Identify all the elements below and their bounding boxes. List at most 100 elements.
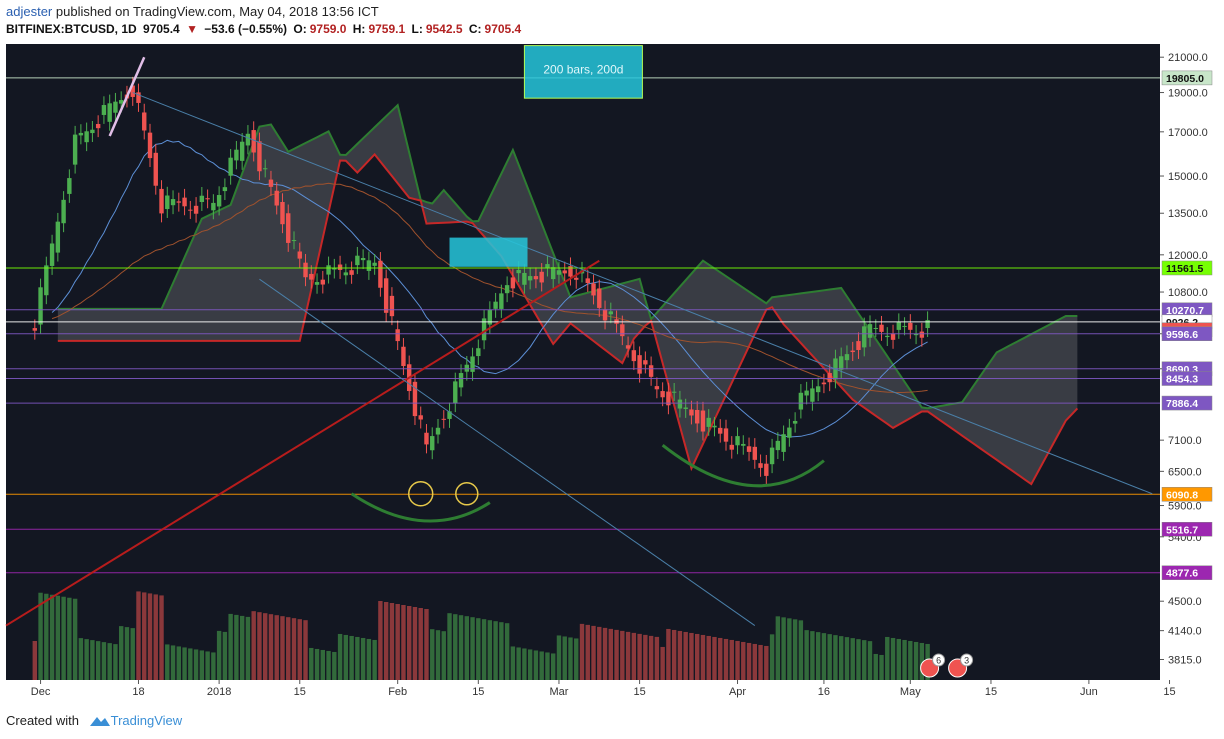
candle-body — [522, 272, 527, 285]
tradingview-link[interactable]: TradingView — [110, 713, 183, 728]
candle-body — [551, 267, 556, 280]
volume-bar — [574, 638, 579, 680]
volume-bar — [815, 632, 821, 680]
candle-body — [412, 381, 418, 417]
cloud-lower-span — [57, 152, 1079, 486]
volume-bar — [487, 620, 493, 680]
candle-body — [481, 318, 487, 341]
ichimoku-cloud — [57, 103, 1079, 486]
volume-bar — [188, 648, 193, 680]
price-label-box — [1161, 371, 1213, 386]
candle-body — [280, 201, 285, 225]
time-tick-label: Dec — [31, 686, 51, 698]
volume-bar — [787, 618, 792, 680]
trend-lines — [5, 56, 1153, 627]
candle-body — [487, 310, 493, 325]
price-label-box — [1161, 487, 1213, 502]
candle-body — [72, 134, 78, 165]
blue-fan-line — [259, 278, 756, 626]
candle-body — [199, 195, 205, 203]
candle-body — [689, 409, 694, 416]
blue-descending-line — [132, 92, 1153, 495]
volume-bar — [890, 637, 896, 680]
volume-bar — [597, 626, 602, 680]
price-tick-label: 4500.0 — [1168, 596, 1202, 608]
volume-bar — [412, 606, 418, 680]
price-label-text: 11561.5 — [1166, 263, 1204, 275]
candle-body — [360, 257, 366, 261]
candle-body — [769, 447, 775, 465]
candle-body — [78, 132, 84, 136]
volume-bar — [654, 636, 660, 680]
price-label-text: 4877.6 — [1166, 568, 1198, 580]
volume-bar — [683, 631, 688, 680]
high-label: H: — [352, 22, 366, 36]
candle-body — [188, 209, 193, 211]
volume-bar — [844, 637, 850, 680]
candle-body — [84, 131, 89, 143]
volume-bar — [867, 641, 873, 680]
candle-body — [516, 269, 521, 274]
price-tick-label: 5900.0 — [1168, 501, 1202, 513]
candle-body — [309, 273, 314, 280]
candle-body — [608, 311, 613, 315]
volume-bar — [297, 619, 302, 680]
time-tick-label: Apr — [729, 686, 746, 698]
candle-body — [453, 381, 458, 404]
candle-body — [32, 328, 37, 331]
candle-body — [504, 285, 510, 294]
volume-bar — [873, 653, 878, 680]
circle-marker — [407, 481, 434, 507]
volume-bar — [389, 602, 395, 680]
price-label-text: 5516.7 — [1166, 524, 1198, 536]
candle-body — [130, 85, 135, 97]
volume-bar — [337, 633, 343, 680]
time-tick-label: Mar — [549, 686, 568, 698]
volume-bar — [263, 613, 268, 680]
candle-body — [470, 356, 475, 372]
volume-bar — [320, 649, 325, 680]
candle-body — [574, 277, 579, 280]
candle-body — [211, 202, 216, 211]
candle-body — [170, 199, 176, 206]
price-chart[interactable]: 200 bars, 200d 21000.0 19000.0 17000.0 15000… — [0, 40, 1224, 705]
volume-bar — [234, 614, 239, 680]
candle-body — [815, 386, 821, 393]
time-tick-label: 15 — [633, 686, 645, 698]
candle-body — [239, 141, 245, 161]
volume-bar — [61, 596, 66, 680]
candle-body — [286, 213, 291, 243]
candle-body — [648, 365, 654, 377]
volume-bar — [424, 608, 429, 680]
price-label-text: 9596.6 — [1166, 329, 1198, 341]
volume-bar — [729, 639, 734, 680]
publish-line: adjester published on TradingView.com, M… — [6, 4, 379, 19]
candle-body — [873, 327, 878, 329]
volume-bar — [142, 592, 147, 680]
candle-body — [545, 264, 550, 268]
time-tick-label: 16 — [818, 686, 830, 698]
volume-bar — [193, 649, 199, 680]
candle-body — [418, 415, 423, 420]
candle-body — [712, 425, 717, 428]
down-arrow-icon: ▼ — [186, 22, 198, 36]
volume-bar — [182, 647, 187, 680]
candle-body — [216, 195, 222, 207]
candle-body — [804, 390, 809, 396]
symbol-line: BITFINEX:BTCUSD, 1D 9705.4 ▼ −53.6 (−0.5… — [6, 22, 524, 36]
volume-bar — [700, 634, 706, 680]
circle-marker — [455, 482, 479, 506]
volume-bar — [251, 611, 256, 680]
candle-body — [458, 373, 464, 388]
close-label: C: — [468, 22, 482, 36]
candles — [32, 76, 930, 485]
volume-bar — [453, 614, 458, 680]
candle-body — [101, 105, 107, 115]
candle-body — [850, 350, 855, 353]
author-link[interactable]: adjester — [6, 4, 53, 19]
red-support-line — [5, 259, 600, 627]
candle-body — [758, 463, 763, 468]
price-axis: 21000.0 19000.0 17000.0 15000.0 13500.0 12000… — [1160, 44, 1224, 680]
candle-body — [424, 432, 429, 445]
price-tick-label: 4140.0 — [1168, 626, 1202, 638]
